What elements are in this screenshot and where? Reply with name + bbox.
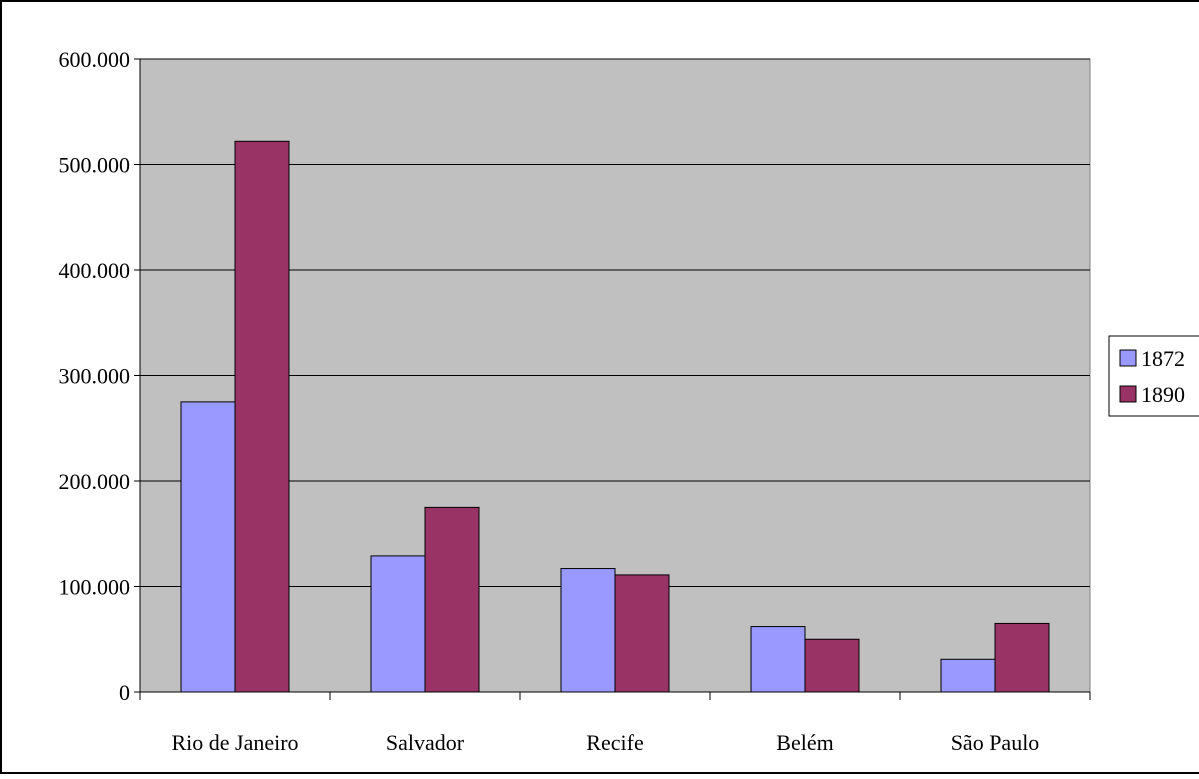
y-tick-label: 600.000 [59, 47, 131, 72]
y-tick-label: 0 [119, 680, 130, 705]
bar-1890-4 [994, 622, 1050, 693]
legend-label-1872: 1872 [1141, 346, 1185, 371]
y-tick-label: 200.000 [59, 469, 131, 494]
y-tick-label: 400.000 [59, 258, 131, 283]
x-tick-label: São Paulo [951, 730, 1040, 755]
legend: 1872 1890 [1108, 335, 1199, 417]
bar-1872-1 [370, 555, 426, 693]
bar-1890-0 [234, 140, 290, 693]
legend-label-1890: 1890 [1141, 382, 1185, 407]
x-tick-label: Belém [776, 730, 833, 755]
bar-1872-2 [560, 568, 616, 693]
bar-1872-3 [750, 626, 806, 693]
axes: 0 100.000 200.000 300.000 400.000 500.000 600.… [59, 47, 1091, 755]
bar-1890-3 [804, 638, 860, 693]
x-tick-label: Salvador [386, 730, 465, 755]
y-tick-label: 300.000 [59, 364, 131, 389]
bar-1872-4 [940, 658, 996, 693]
legend-swatch-1872 [1119, 349, 1137, 367]
bar-1872-0 [180, 401, 236, 693]
bar-1890-2 [614, 574, 670, 693]
x-tick-label: Rio de Janeiro [171, 730, 298, 755]
gridlines [140, 58, 1090, 587]
legend-swatch-1890 [1119, 385, 1137, 403]
bar-1890-1 [424, 506, 480, 693]
y-tick-label: 500.000 [59, 153, 131, 178]
y-tick-label: 100.000 [59, 575, 131, 600]
legend-box [1108, 335, 1199, 417]
x-tick-label: Recife [586, 730, 643, 755]
